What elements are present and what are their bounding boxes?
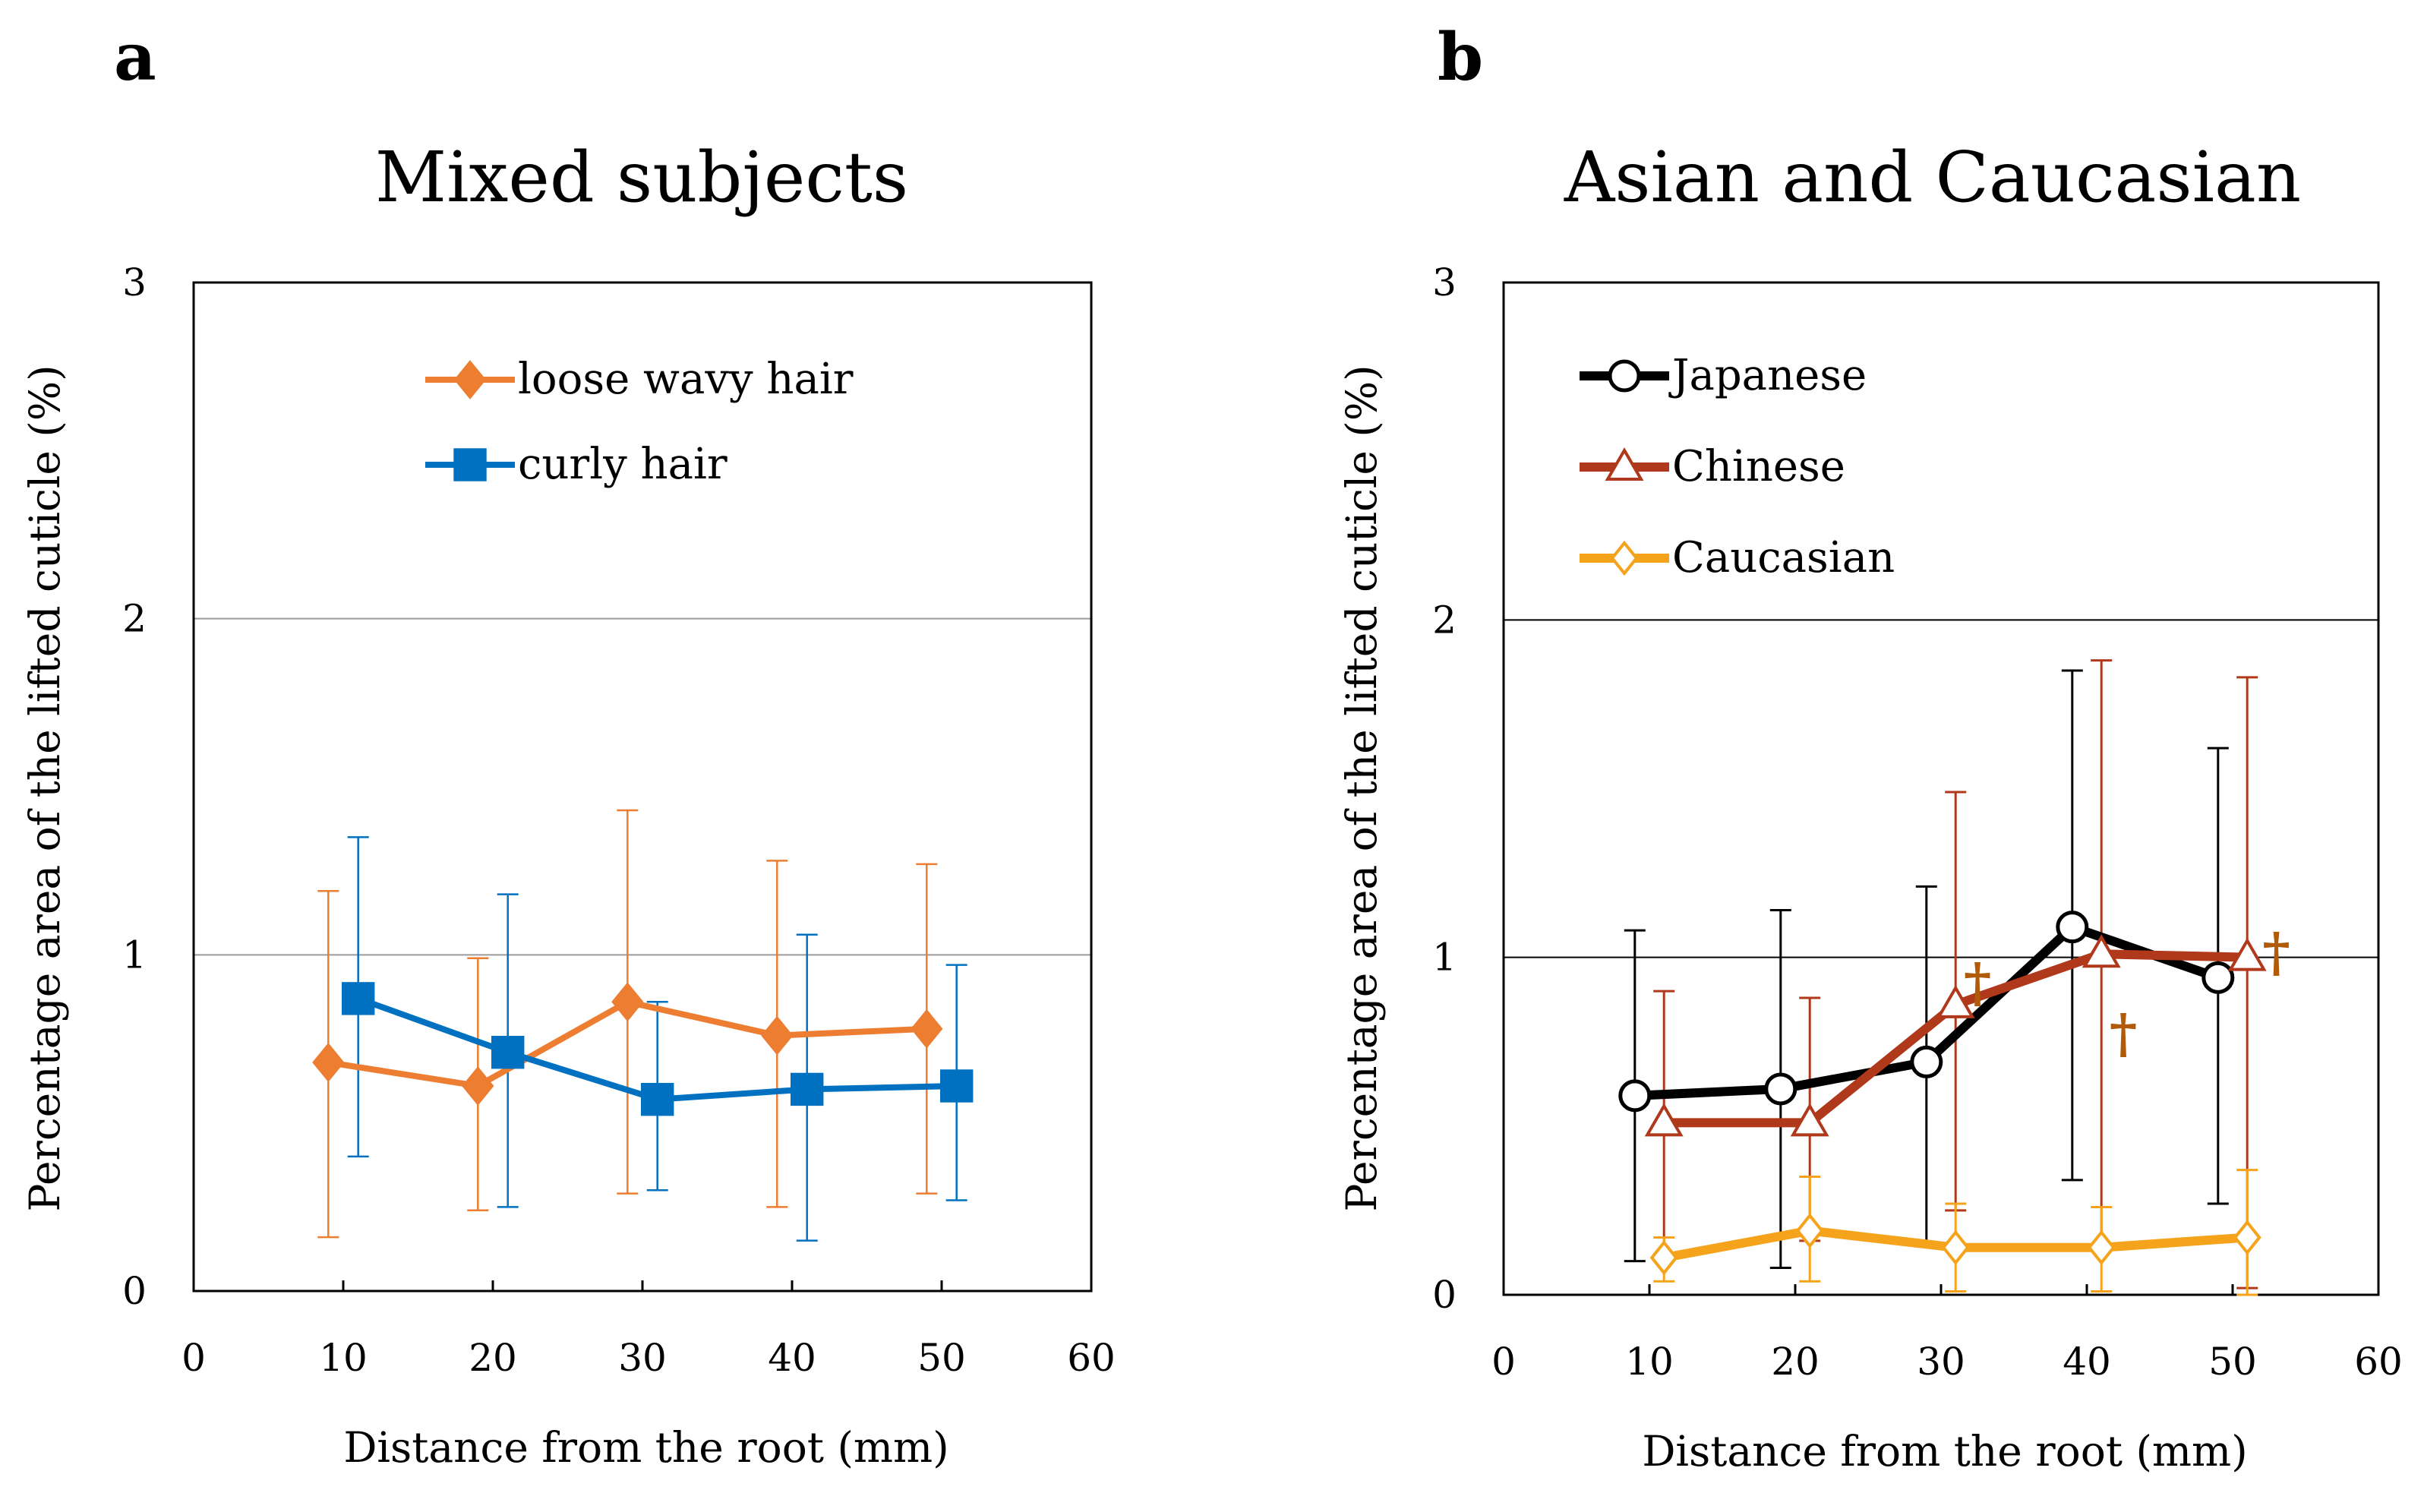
y-tick-label: 0 [122,1269,147,1313]
data-point [1795,1213,1824,1248]
significance-dagger: † [2262,920,2290,983]
x-tick-label: 0 [181,1336,206,1380]
data-point [2056,911,2089,944]
legend-label: Caucasian [1672,533,1895,582]
data-point [1790,1103,1829,1137]
y-tick-label: 2 [1432,598,1457,642]
x-axis-label: Distance from the root (mm) [343,1423,948,1472]
x-tick-label: 40 [2063,1340,2111,1384]
data-point [491,1036,525,1069]
y-axis-label: Percentage area of the lifted cuticle (%… [1337,365,1386,1211]
panel-letter: b [1438,19,1483,96]
x-tick-label: 30 [1917,1340,1965,1384]
data-point [611,982,644,1022]
data-point [312,1043,345,1082]
x-axis-label: Distance from the root (mm) [1642,1427,2247,1476]
series-curly-hair [347,836,967,1242]
y-axis-label: Percentage area of the lifted cuticle (%… [21,365,69,1211]
data-point [940,1069,974,1103]
chart-title: Asian and Caucasian [1564,137,2301,218]
y-tick-label: 1 [1432,936,1457,980]
series-chinese [1653,659,2258,1289]
x-tick-label: 0 [1491,1340,1516,1384]
data-point [1618,1079,1652,1113]
data-point [2227,937,2267,971]
legend-marker [453,448,487,481]
panel-letter: a [114,19,156,96]
significance-dagger: † [2110,1002,2138,1065]
data-point [2087,1229,2116,1265]
data-point [342,982,375,1015]
data-point [1644,1103,1684,1137]
legend-label: curly hair [518,440,728,489]
legend-label: Japanese [1668,351,1867,400]
data-point [2082,934,2121,968]
data-point [761,1015,794,1056]
legend-marker [1608,359,1641,393]
x-tick-label: 60 [1067,1336,1116,1380]
x-tick-label: 20 [1771,1340,1820,1384]
y-tick-label: 1 [122,933,147,977]
data-point [1649,1239,1678,1276]
chart-a: a Mixed subjects 0 10 20 30 40 50 60 0 1 2 3 Distance… [21,19,1116,1472]
chart-b: b Asian and Caucasian 0 10 20 30 40 50 60 0 1 2 3 Dis… [1337,19,2403,1476]
x-tick-label: 50 [917,1336,966,1380]
data-point [2201,961,2235,994]
chart-title: Mixed subjects [375,137,908,218]
x-tick-label: 60 [2354,1340,2403,1384]
significance-dagger: † [1964,951,1992,1014]
x-tick-label: 30 [618,1336,667,1380]
legend-marker [1610,540,1639,576]
x-tick-label: 40 [768,1336,816,1380]
y-tick-label: 2 [122,597,147,641]
y-tick-label: 0 [1432,1273,1457,1317]
series-loose-wavy-hair [317,809,938,1239]
legend-label: Chinese [1672,442,1845,491]
x-tick-label: 50 [2208,1340,2257,1384]
y-tick-label: 3 [122,260,147,305]
legend-marker [1605,447,1644,481]
data-point [791,1072,824,1106]
series-japanese [1624,669,2229,1269]
data-point [641,1082,674,1116]
data-point [2233,1220,2261,1255]
data-point [1764,1072,1797,1106]
y-tick-label: 3 [1432,260,1457,305]
x-tick-label: 10 [319,1336,368,1380]
x-tick-label: 10 [1625,1340,1674,1384]
x-tick-label: 20 [469,1336,517,1380]
legend-label: loose wavy hair [518,355,854,404]
data-point [911,1009,943,1049]
data-point [1936,984,1975,1018]
data-point [462,1066,494,1106]
data-point [1941,1229,1970,1265]
data-point [1910,1045,1943,1078]
legend-marker [453,360,487,399]
